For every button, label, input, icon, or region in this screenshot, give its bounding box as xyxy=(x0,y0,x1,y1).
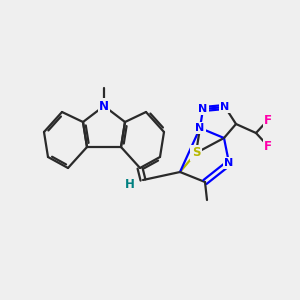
Text: N: N xyxy=(198,104,208,114)
Text: N: N xyxy=(195,123,205,133)
Text: N: N xyxy=(99,100,109,112)
Text: F: F xyxy=(264,113,272,127)
Text: H: H xyxy=(125,178,135,191)
Text: S: S xyxy=(192,146,200,160)
Text: N: N xyxy=(224,158,234,168)
Text: F: F xyxy=(264,140,272,152)
Text: N: N xyxy=(220,102,230,112)
